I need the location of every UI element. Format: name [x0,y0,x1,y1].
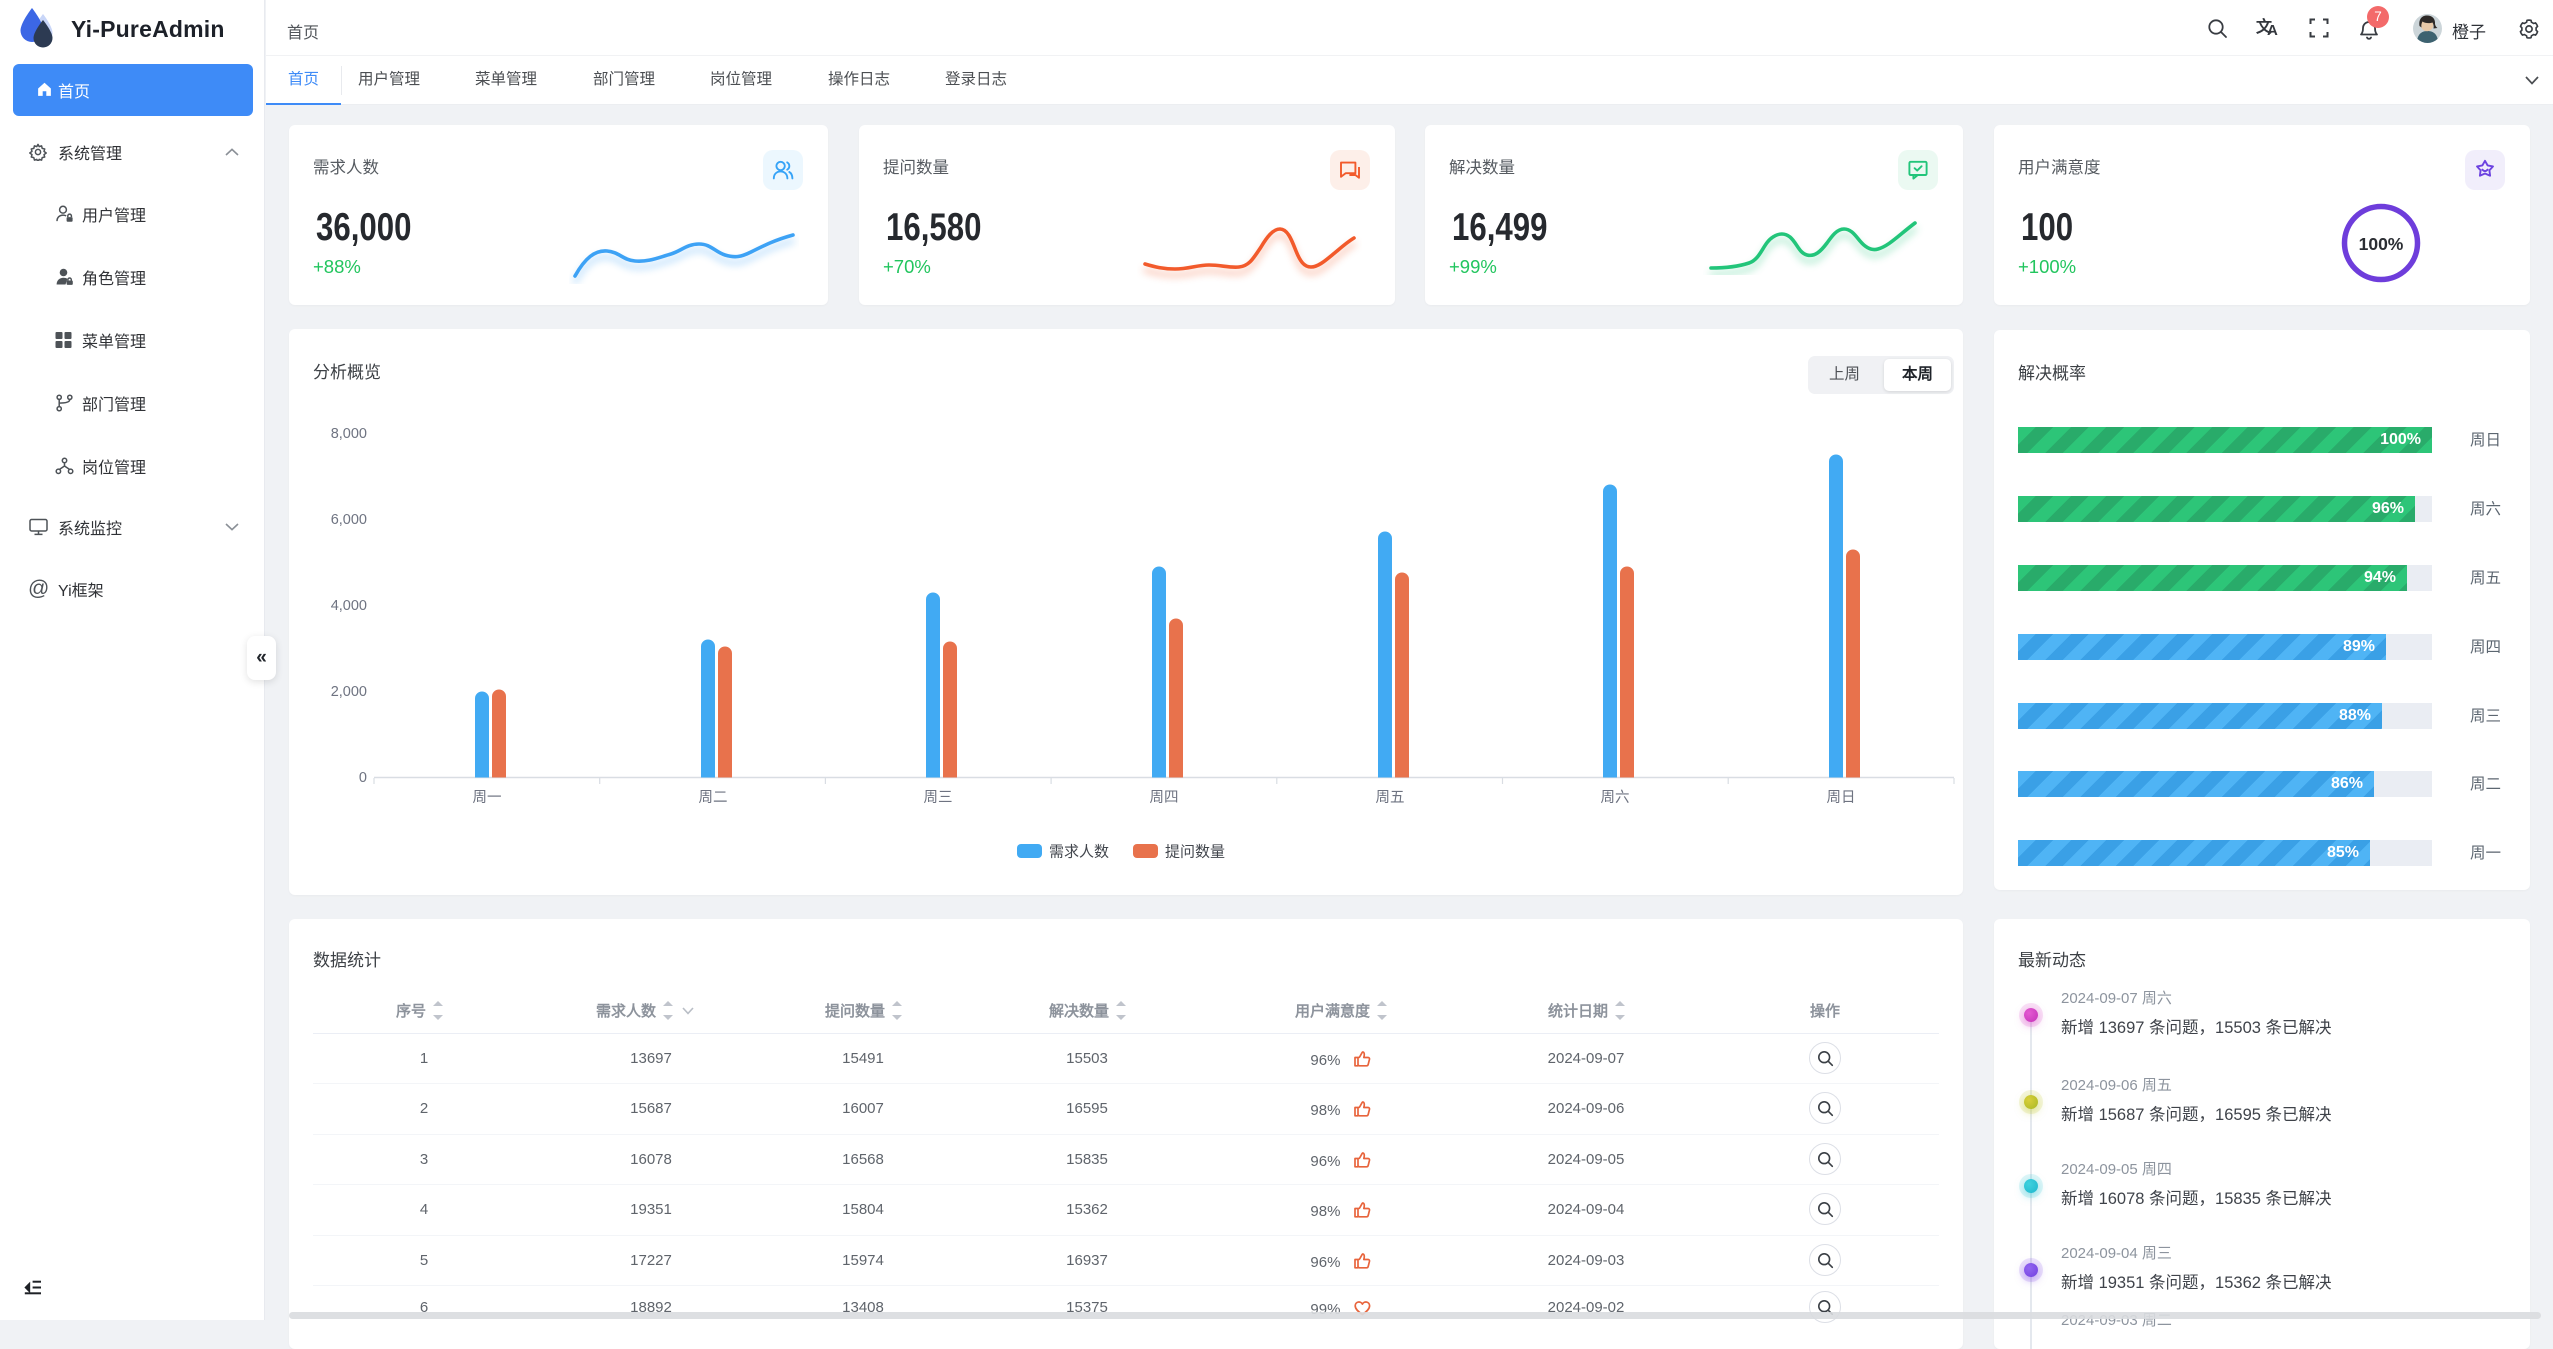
svg-text:周五: 周五 [1376,790,1405,806]
svg-text:100%: 100% [2359,234,2404,254]
svg-text:需求人数: 需求人数 [1049,844,1109,861]
svg-text:周日: 周日 [1827,790,1856,806]
svg-text:6,000: 6,000 [331,512,367,528]
svg-text:提问数量: 提问数量 [1165,844,1225,861]
svg-text:4,000: 4,000 [331,598,367,614]
svg-text:0: 0 [359,770,367,786]
svg-text:8,000: 8,000 [331,426,367,442]
svg-text:周四: 周四 [1150,790,1179,806]
svg-text:周二: 周二 [699,790,728,806]
svg-text:周六: 周六 [1601,789,1630,806]
svg-text:2,000: 2,000 [331,684,367,700]
svg-text:周一: 周一 [473,790,502,806]
svg-text:周三: 周三 [924,790,953,806]
